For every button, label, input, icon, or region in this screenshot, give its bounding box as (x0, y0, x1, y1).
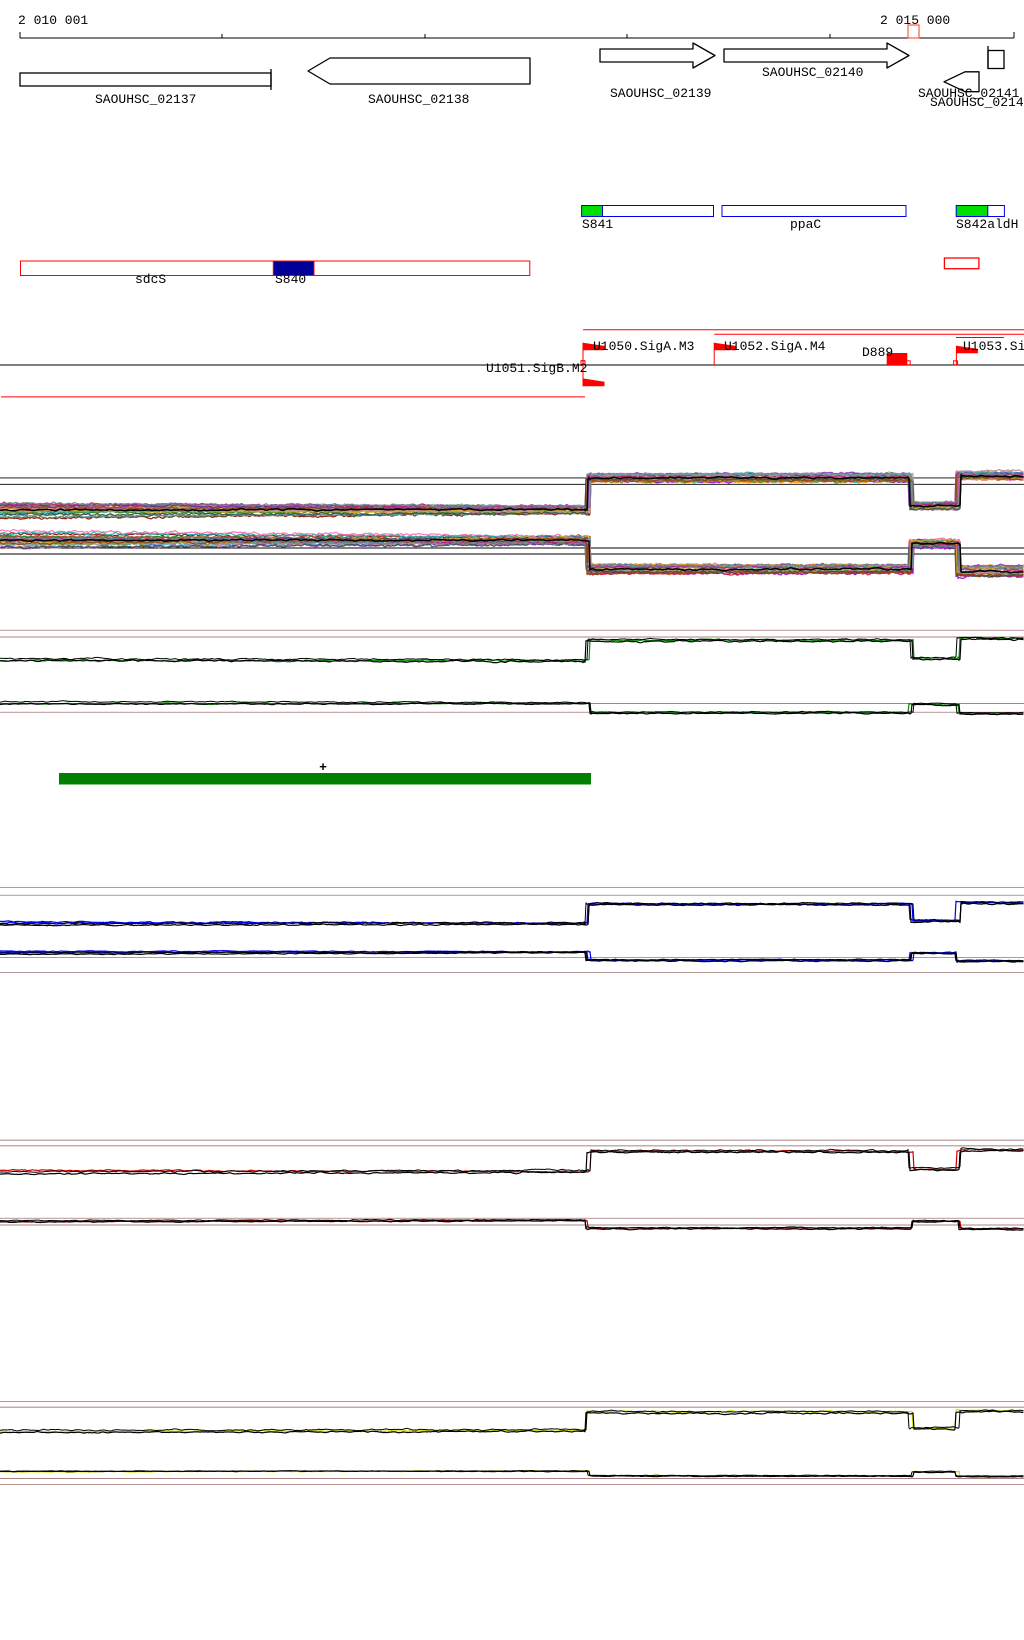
svg-text:+: + (319, 759, 327, 774)
